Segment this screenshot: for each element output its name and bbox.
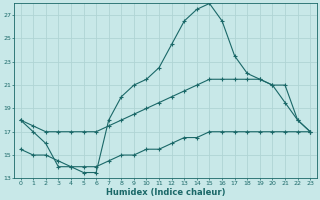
X-axis label: Humidex (Indice chaleur): Humidex (Indice chaleur) [106, 188, 225, 197]
